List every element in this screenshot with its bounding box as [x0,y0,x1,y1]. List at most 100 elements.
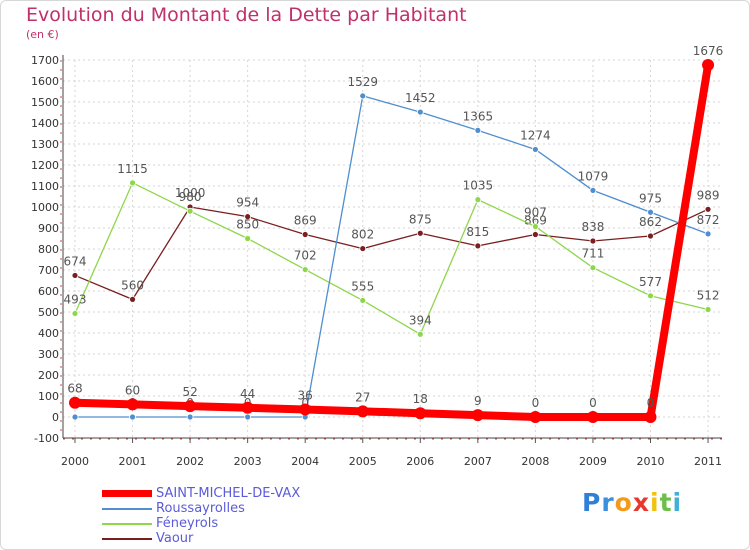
x-tick-label: 2008 [521,455,549,468]
data-point [647,292,654,300]
logo-letter: P [582,488,602,517]
legend-swatch [102,523,152,525]
data-label: 60 [125,383,140,397]
data-point [416,229,424,237]
y-tick-label: 1700 [31,54,59,67]
data-label: 815 [466,225,489,239]
data-label: 711 [581,247,604,261]
data-point [474,242,482,250]
data-label: 0 [532,396,540,410]
data-label: 0 [301,396,309,410]
data-point [702,59,715,72]
series-line [74,182,709,335]
data-point [71,413,79,421]
y-tick-label: -100 [34,432,59,445]
series-saint-michel-de-vax: 68 60 52 44 36 27 18 9 0 0 0 1676 [67,44,723,423]
data-label: 0 [589,396,597,410]
y-tick-label: 800 [38,243,59,256]
y-tick-label: 500 [38,306,59,319]
data-label: 1274 [520,128,551,142]
logo-letter: x [632,488,650,517]
x-tick-label: 2000 [61,455,89,468]
data-label: 872 [697,213,720,227]
data-point [356,405,369,418]
data-point [71,310,79,317]
data-point [529,411,542,423]
data-point [301,266,309,273]
series-line [74,206,709,301]
y-tick-label: 600 [38,285,59,298]
data-label: 1079 [578,169,609,183]
data-point [532,223,539,230]
data-label: 1676 [693,44,724,58]
x-tick-label: 2011 [694,455,722,468]
data-label: 493 [64,292,87,306]
y-tick-label: 700 [38,264,59,277]
data-label: 36 [298,388,313,402]
data-label: 577 [639,275,662,289]
data-label: 18 [413,392,428,406]
data-point [532,146,539,153]
data-label: 1365 [463,109,494,123]
x-tick-label: 2006 [406,455,434,468]
series-roussayrolles: 0000015291452136512741079975872 [71,75,720,421]
proxiti-logo: Proxiti [582,488,682,517]
data-label: 975 [639,191,662,205]
y-tick-label: 300 [38,348,59,361]
x-tick-label: 2009 [579,455,607,468]
x-tick-label: 2002 [176,455,204,468]
y-tick-label: 1000 [31,201,59,214]
data-point [704,205,712,213]
data-label: 9 [474,394,482,408]
data-point [474,126,482,134]
data-point [589,187,597,194]
data-label: 555 [351,279,374,293]
chart-subtitle: (en €) [26,28,59,41]
data-label: 850 [236,218,259,232]
legend-swatch [102,538,152,540]
data-point [71,272,79,279]
legend-swatch [102,508,152,510]
data-label: 1035 [463,179,494,193]
data-point [126,398,139,411]
logo-letter: i [650,488,660,517]
data-label: 980 [179,190,202,204]
data-point [129,413,136,421]
data-point [359,297,367,304]
data-point [414,407,427,420]
x-tick-label: 2004 [291,455,319,468]
legend-label: SAINT-MICHEL-DE-VAX [156,486,301,501]
data-label: 44 [240,387,255,401]
legend-label: Roussayrolles [156,501,245,516]
data-label: 702 [294,249,317,263]
data-point [647,232,654,240]
data-point [359,92,367,100]
grid [63,59,722,439]
y-tick-label: 1400 [31,117,59,130]
data-point [589,264,597,272]
y-tick-label: 1500 [31,96,59,109]
data-point [704,230,712,238]
data-point [299,403,312,416]
y-tick-label: 100 [38,390,59,403]
y-tick-label: 0 [52,411,59,424]
logo-letter: t [659,488,673,517]
data-label: 512 [697,288,720,302]
x-tick-label: 2001 [119,455,147,468]
data-point [647,208,654,216]
data-label: 560 [121,278,144,292]
y-tick-label: 400 [38,327,59,340]
x-tick-label: 2005 [349,455,377,468]
data-point [184,400,197,413]
y-tick-label: 1200 [31,159,59,172]
data-point [359,245,367,252]
data-point [704,306,712,313]
data-point [532,231,539,238]
data-label: 394 [409,313,432,327]
legend-swatch [102,490,152,497]
data-label: 862 [639,215,662,229]
series-f-neyrols: 493 1115 980 850 702 555 394 1035 907 711 577 512 [64,162,720,338]
